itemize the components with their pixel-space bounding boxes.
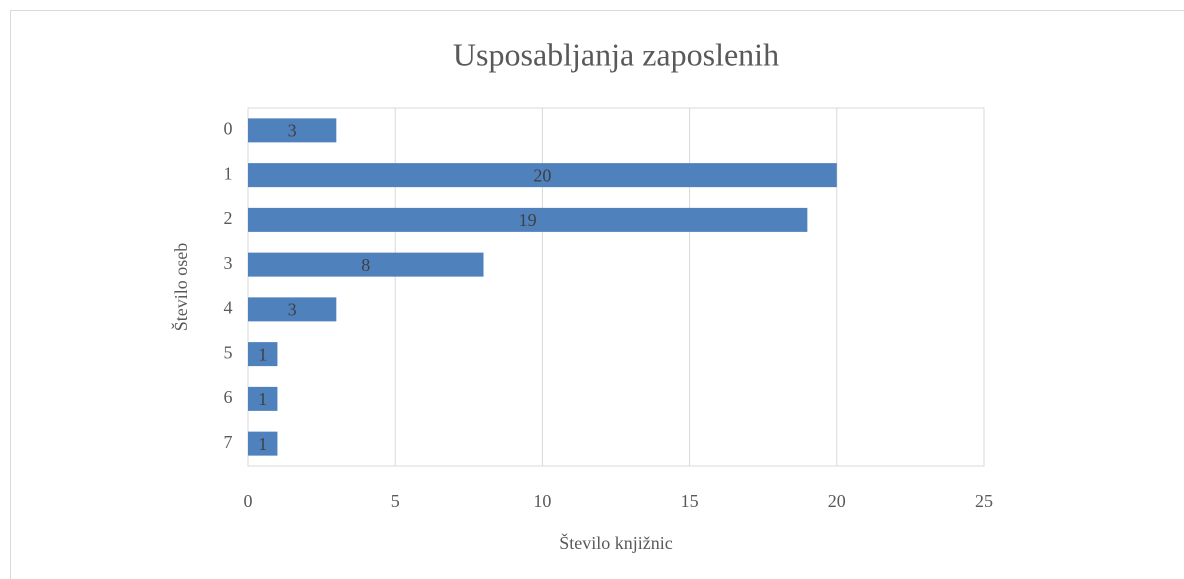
plot-frame: [247, 107, 985, 467]
data-label: 3: [288, 300, 297, 320]
y-tick-label: 7: [224, 432, 233, 452]
y-tick-label: 3: [224, 253, 233, 273]
x-tick-label: 20: [828, 491, 846, 511]
data-label: 20: [533, 165, 551, 185]
x-tick-label: 5: [391, 491, 400, 511]
data-label: 8: [361, 255, 370, 275]
x-tick-label: 0: [244, 491, 253, 511]
data-label: 3: [288, 121, 297, 141]
bar: [248, 342, 278, 367]
data-label: 1: [258, 344, 267, 364]
x-tick-label: 10: [533, 491, 551, 511]
x-tick-label: 25: [975, 491, 993, 511]
chart-frame: [10, 10, 1184, 579]
y-tick-label: 1: [224, 163, 233, 183]
chart-title: Usposabljanja zaposlenih: [453, 36, 779, 72]
bar: [248, 386, 278, 411]
data-label: 19: [519, 210, 537, 230]
bar: [248, 118, 337, 143]
bar: [248, 207, 808, 232]
y-tick-label: 4: [224, 298, 233, 318]
data-label: 1: [258, 434, 267, 454]
bar: [248, 297, 337, 322]
y-axis-title: Število oseb: [170, 243, 191, 332]
y-tick-label: 2: [224, 208, 233, 228]
data-label: 1: [258, 389, 267, 409]
x-tick-label: 15: [681, 491, 699, 511]
y-tick-label: 6: [224, 387, 233, 407]
bar: [248, 163, 837, 188]
x-axis-title: Število knjižnic: [559, 532, 672, 553]
y-tick-label: 5: [224, 342, 233, 362]
bar: [248, 431, 278, 456]
y-tick-label: 0: [224, 119, 233, 139]
bar: [248, 252, 484, 277]
